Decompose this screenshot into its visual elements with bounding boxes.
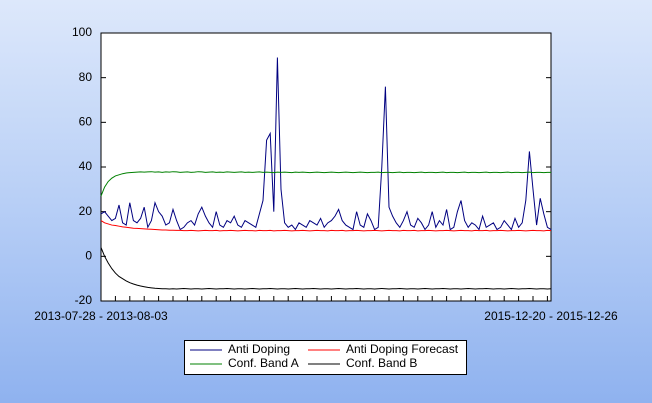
legend-label: Anti Doping xyxy=(228,342,290,356)
legend-label: Anti Doping Forecast xyxy=(346,342,459,356)
legend-label: Conf. Band A xyxy=(228,356,299,370)
y-tick-label: 0 xyxy=(85,249,92,263)
x-tick-label: 2015-12-20 - 2015-12-26 xyxy=(484,309,618,323)
series-line xyxy=(100,171,551,197)
y-tick-label: 20 xyxy=(79,204,93,218)
y-tick-label: -20 xyxy=(75,293,93,307)
series-line xyxy=(100,220,552,232)
series-line xyxy=(100,247,552,290)
plot-area xyxy=(100,32,552,302)
x-tick-label: 2013-07-28 - 2013-08-03 xyxy=(34,309,168,323)
y-tick-label: 100 xyxy=(72,25,92,39)
legend-label: Conf. Band B xyxy=(346,356,417,370)
legend-box xyxy=(184,340,467,375)
y-tick-label: 80 xyxy=(79,70,93,84)
series-line xyxy=(100,57,552,231)
y-tick-label: 40 xyxy=(79,159,93,173)
y-tick-label: 60 xyxy=(79,115,93,129)
